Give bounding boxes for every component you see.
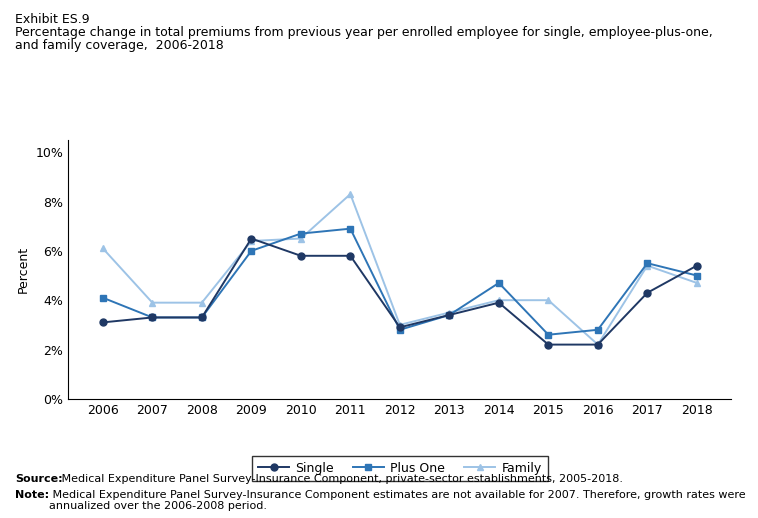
- Text: Percentage change in total premiums from previous year per enrolled employee for: Percentage change in total premiums from…: [15, 26, 713, 39]
- Text: Note:: Note:: [15, 490, 49, 499]
- Y-axis label: Percent: Percent: [17, 246, 30, 293]
- Legend: Single, Plus One, Family: Single, Plus One, Family: [252, 456, 548, 481]
- Text: Medical Expenditure Panel Survey-Insurance Component, private-sector establishme: Medical Expenditure Panel Survey-Insuran…: [58, 474, 623, 484]
- Text: Source:: Source:: [15, 474, 63, 484]
- Text: and family coverage,  2006-2018: and family coverage, 2006-2018: [15, 39, 224, 52]
- Text: Medical Expenditure Panel Survey-Insurance Component estimates are not available: Medical Expenditure Panel Survey-Insuran…: [49, 490, 745, 511]
- Text: Exhibit ES.9: Exhibit ES.9: [15, 13, 89, 26]
